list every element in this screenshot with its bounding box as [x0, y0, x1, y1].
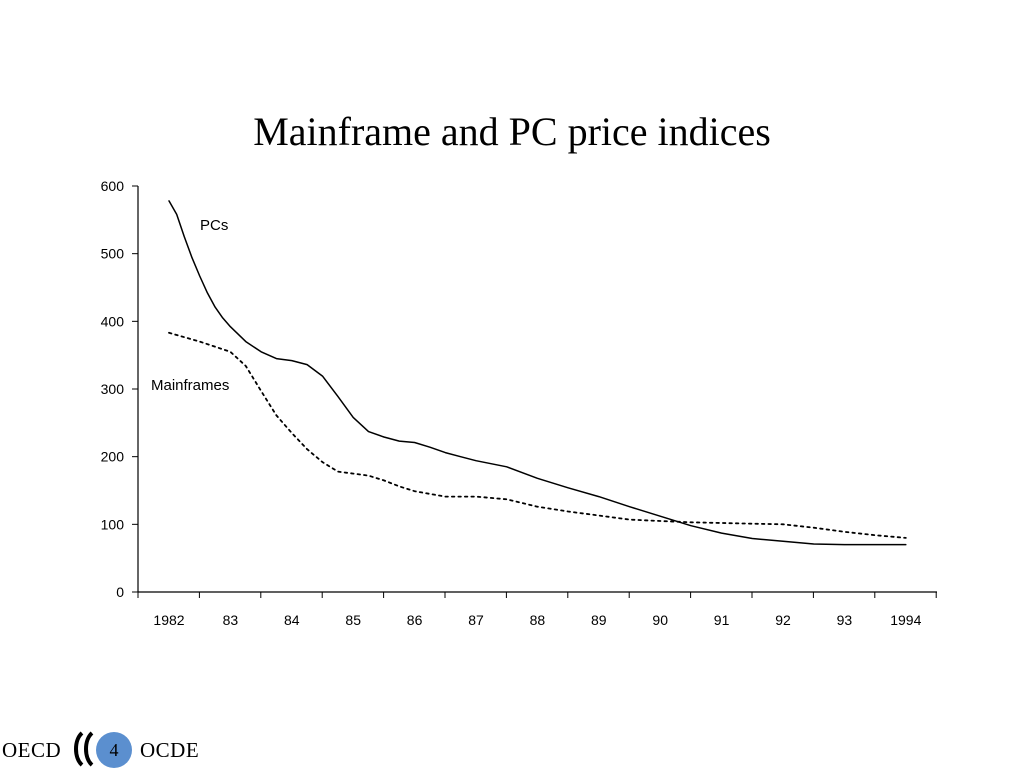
org-name-french: OCDE — [140, 738, 200, 762]
chart-axes: 0 100 200 300 400 500 600 1982 83 84 85 86 87 88 89 90 9… — [101, 178, 937, 628]
org-name-english: OECD — [2, 738, 62, 762]
footer: OECD 4 OCDE — [0, 728, 300, 768]
series-label-mainframes: Mainframes — [151, 377, 229, 394]
chart-title: Mainframe and PC price indices — [253, 109, 771, 154]
x-tick-label: 1982 — [153, 612, 184, 628]
line-chart: 0 100 200 300 400 500 600 1982 83 84 85 86 87 88 89 90 9… — [101, 178, 937, 628]
x-tick-label: 93 — [837, 612, 853, 628]
x-tick-label: 89 — [591, 612, 607, 628]
x-tick-label: 86 — [407, 612, 423, 628]
x-tick-label: 87 — [468, 612, 484, 628]
x-tick-label: 1994 — [890, 612, 921, 628]
y-tick-label: 400 — [101, 313, 125, 329]
series-line-pcs — [168, 200, 907, 546]
x-tick-label: 90 — [652, 612, 668, 628]
y-tick-label: 200 — [101, 449, 125, 465]
x-tick-label: 84 — [284, 612, 300, 628]
chart-series-layer — [168, 200, 907, 546]
oecd-logo-icon — [74, 731, 94, 767]
y-tick-label: 300 — [101, 381, 125, 397]
y-tick-label: 500 — [101, 246, 125, 262]
x-tick-label: 83 — [223, 612, 239, 628]
series-label-pcs: PCs — [200, 217, 228, 234]
x-tick-label: 91 — [714, 612, 730, 628]
y-tick-label: 600 — [101, 178, 125, 194]
x-tick-label: 85 — [345, 612, 361, 628]
y-tick-label: 100 — [101, 516, 125, 532]
x-tick-label: 92 — [775, 612, 791, 628]
x-tick-label: 88 — [530, 612, 546, 628]
y-tick-label: 0 — [116, 584, 124, 600]
page-number-badge: 4 — [96, 732, 132, 768]
series-line-mainframes — [168, 331, 907, 539]
